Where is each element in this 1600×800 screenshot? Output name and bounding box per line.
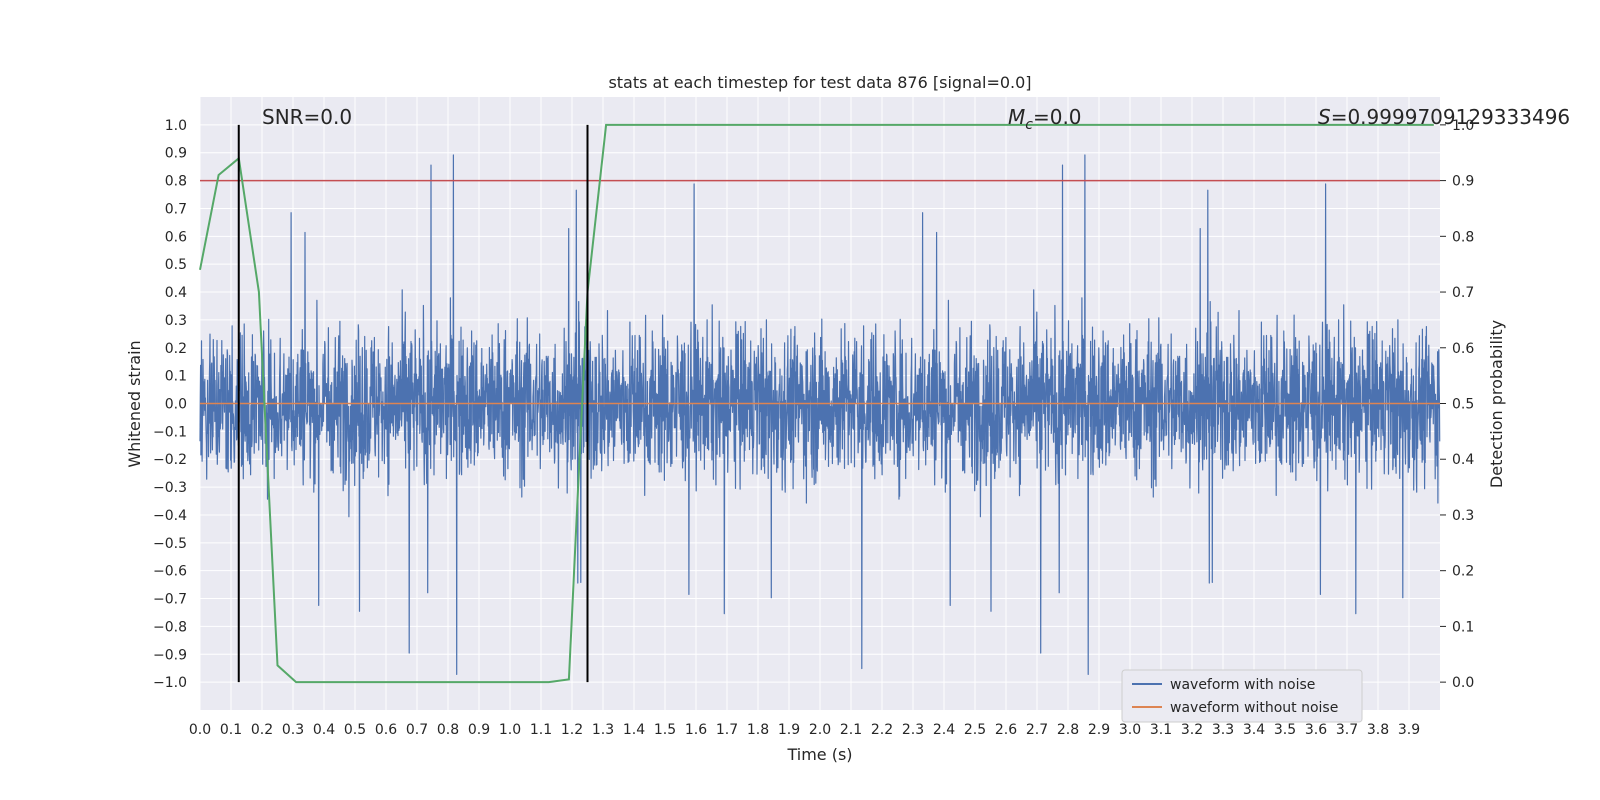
x-tick-label: 3.8 xyxy=(1367,722,1389,738)
x-tick-label: 2.0 xyxy=(809,722,831,738)
mc-annotation: Mc=0.0 xyxy=(1008,105,1082,133)
y-tick-label: 0.6 xyxy=(165,229,187,245)
y2-tick-label: 1.0 xyxy=(1452,118,1474,134)
y-tick-label: −1.0 xyxy=(153,675,187,691)
x-tick-label: 3.6 xyxy=(1305,722,1327,738)
x-tick-label: 3.4 xyxy=(1243,722,1265,738)
x-tick-label: 2.5 xyxy=(964,722,986,738)
y-tick-label: 0.0 xyxy=(165,397,187,413)
x-tick-label: 2.8 xyxy=(1057,722,1079,738)
x-tick-label: 3.7 xyxy=(1336,722,1358,738)
probability-line xyxy=(199,123,1434,684)
s-annotation: S=0.9999709129333496 xyxy=(1318,105,1570,129)
y-tick-label: 0.8 xyxy=(165,174,187,190)
x-tick-label: 0.9 xyxy=(468,722,490,738)
y-tick-label: 1.0 xyxy=(165,118,187,134)
mc-value: =0.0 xyxy=(1033,105,1082,129)
x-tick-label: 2.2 xyxy=(871,722,893,738)
y-tick-label: −0.1 xyxy=(153,424,187,440)
y-tick-label: −0.6 xyxy=(153,564,187,580)
y2-tick-label: 0.4 xyxy=(1452,452,1474,468)
x-tick-label: 2.1 xyxy=(840,722,862,738)
x-tick-label: 0.6 xyxy=(375,722,397,738)
y-tick-label: 0.3 xyxy=(165,313,187,329)
y-tick-label: −0.2 xyxy=(153,452,187,468)
y-tick-label: −0.4 xyxy=(153,508,187,524)
x-tick-label: 0.1 xyxy=(220,722,242,738)
x-tick-label: 2.9 xyxy=(1088,722,1110,738)
y2-tick-label: 0.1 xyxy=(1452,619,1474,635)
noise-line xyxy=(199,154,1441,675)
y-tick-label: 0.9 xyxy=(165,146,187,162)
y2-tick-label: 0.0 xyxy=(1452,675,1474,691)
y-axis-label: Whitened strain xyxy=(125,340,144,467)
snr-annotation: SNR=0.0 xyxy=(262,105,352,129)
y2-tick-label: 0.2 xyxy=(1452,564,1474,580)
series-waveform-with-noise xyxy=(199,154,1441,675)
mc-subscript: c xyxy=(1025,117,1033,133)
y-tick-label: 0.7 xyxy=(165,201,187,217)
y2-tick-label: 0.6 xyxy=(1452,341,1474,357)
s-symbol: S xyxy=(1318,105,1331,129)
y2-tick-label: 0.3 xyxy=(1452,508,1474,524)
y-tick-label: 0.1 xyxy=(165,369,187,385)
legend-label-noise: waveform with noise xyxy=(1170,677,1315,693)
legend: waveform with noise waveform without noi… xyxy=(1121,669,1363,723)
legend-label-clean: waveform without noise xyxy=(1170,700,1338,716)
y-tick-label: −0.7 xyxy=(153,592,187,608)
y2-axis-label: Detection probability xyxy=(1487,320,1506,488)
x-axis-label: Time (s) xyxy=(786,745,852,764)
x-tick-label: 2.3 xyxy=(902,722,924,738)
y-tick-label: −0.9 xyxy=(153,647,187,663)
x-tick-label: 0.3 xyxy=(282,722,304,738)
s-value: =0.9999709129333496 xyxy=(1331,105,1570,129)
x-tick-label: 1.3 xyxy=(592,722,614,738)
x-tick-label: 3.3 xyxy=(1212,722,1234,738)
y-tick-label: 0.5 xyxy=(165,257,187,273)
x-tick-label: 3.0 xyxy=(1119,722,1141,738)
x-tick-label: 0.2 xyxy=(251,722,273,738)
x-tick-label: 0.0 xyxy=(189,722,211,738)
vertical-markers xyxy=(237,124,589,683)
x-tick-label: 1.5 xyxy=(654,722,676,738)
y2-axis-ticks: 1.0 0.9 0.8 0.7 0.6 0.5 0.4 0.3 0.2 0.1 0.0 xyxy=(1440,118,1474,691)
chart-title: stats at each timestep for test data 876… xyxy=(608,73,1031,92)
x-tick-label: 3.2 xyxy=(1181,722,1203,738)
x-tick-label: 2.4 xyxy=(933,722,955,738)
x-tick-label: 1.2 xyxy=(561,722,583,738)
y-axis-ticks: 1.0 0.9 0.8 0.7 0.6 0.5 0.4 0.3 0.2 0.1 0.0 −0.1 −0.… xyxy=(153,118,187,691)
x-tick-label: 1.4 xyxy=(623,722,645,738)
y2-tick-label: 0.8 xyxy=(1452,229,1474,245)
x-tick-label: 3.9 xyxy=(1398,722,1420,738)
x-tick-label: 3.5 xyxy=(1274,722,1296,738)
y2-tick-label: 0.7 xyxy=(1452,285,1474,301)
x-tick-label: 0.5 xyxy=(344,722,366,738)
x-tick-label: 0.7 xyxy=(406,722,428,738)
x-tick-label: 1.6 xyxy=(685,722,707,738)
y-tick-label: 0.2 xyxy=(165,341,187,357)
x-tick-label: 1.1 xyxy=(530,722,552,738)
x-tick-label: 0.4 xyxy=(313,722,335,738)
x-tick-label: 2.6 xyxy=(995,722,1017,738)
y-tick-label: −0.8 xyxy=(153,619,187,635)
y-tick-label: 0.4 xyxy=(165,285,187,301)
series-detection-probability xyxy=(199,123,1434,684)
x-tick-label: 1.8 xyxy=(747,722,769,738)
x-tick-label: 0.8 xyxy=(437,722,459,738)
y-tick-label: −0.5 xyxy=(153,536,187,552)
legend-box xyxy=(1121,669,1363,723)
y-tick-label: −0.3 xyxy=(153,480,187,496)
x-tick-label: 1.0 xyxy=(499,722,521,738)
x-tick-label: 1.9 xyxy=(778,722,800,738)
y2-tick-label: 0.9 xyxy=(1452,174,1474,190)
x-tick-label: 3.1 xyxy=(1150,722,1172,738)
mc-symbol: M xyxy=(1008,105,1025,129)
x-axis-ticks: 0.0 0.1 0.2 0.3 0.4 0.5 0.6 0.7 0.8 0.9 1.0 1.1 1.2 1… xyxy=(189,722,1420,738)
y2-tick-label: 0.5 xyxy=(1452,397,1474,413)
x-tick-label: 2.7 xyxy=(1026,722,1048,738)
x-tick-label: 1.7 xyxy=(716,722,738,738)
